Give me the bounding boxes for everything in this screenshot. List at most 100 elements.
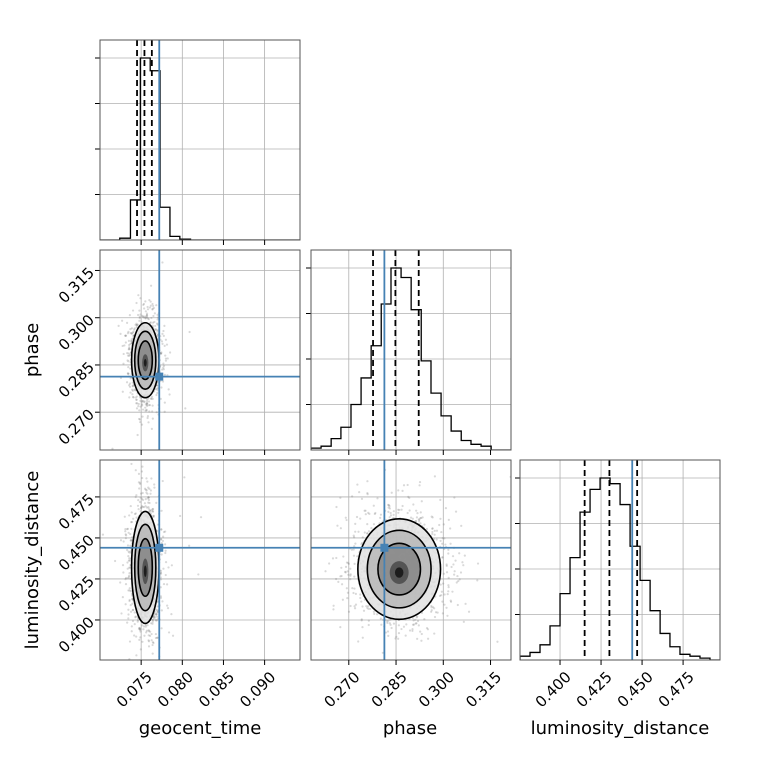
sample-point [138, 418, 142, 421]
sample-point [188, 330, 191, 334]
sample-point [363, 509, 366, 512]
sample-point [155, 411, 158, 414]
sample-point [426, 637, 430, 640]
sample-point [464, 602, 467, 605]
sample-point [128, 343, 131, 347]
sample-point [142, 628, 145, 631]
sample-point [137, 481, 140, 484]
sample-point [360, 542, 363, 546]
sample-point [160, 528, 163, 531]
sample-point [159, 569, 163, 572]
sample-point [433, 475, 437, 478]
sample-point [156, 333, 159, 337]
sample-point [150, 397, 153, 400]
sample-point [151, 620, 154, 623]
sample-point [138, 638, 141, 641]
sample-point [170, 612, 173, 616]
sample-point [134, 512, 137, 515]
sample-point [442, 523, 445, 526]
sample-point [149, 489, 153, 492]
sample-point [345, 561, 349, 564]
sample-point [331, 557, 335, 560]
sample-point [271, 574, 273, 576]
sample-point [453, 573, 456, 576]
sample-point [439, 517, 442, 520]
sample-point [135, 494, 138, 497]
x-axis-label-phase: phase [383, 718, 437, 739]
sample-point [145, 314, 149, 317]
sample-point [144, 497, 147, 501]
sample-point [135, 398, 138, 401]
sample-point [462, 564, 465, 567]
sample-point [353, 536, 356, 539]
sample-point [151, 307, 154, 310]
sample-point [156, 609, 159, 612]
sample-point [135, 323, 138, 327]
sample-point [416, 637, 419, 640]
sample-point [354, 522, 357, 526]
sample-point [161, 380, 165, 383]
sample-point [142, 505, 146, 509]
sample-point [141, 498, 145, 502]
sample-point [419, 522, 422, 525]
sample-point [139, 636, 142, 639]
sample-point [131, 385, 135, 388]
sample-point [127, 554, 130, 558]
sample-point [456, 574, 459, 578]
sample-point [184, 407, 187, 410]
sample-point [297, 435, 299, 437]
sample-point [353, 605, 356, 608]
sample-point [155, 612, 158, 616]
sample-point [397, 511, 400, 514]
sample-point [124, 334, 127, 337]
sample-point [412, 623, 416, 626]
sample-point [171, 634, 175, 637]
sample-point [159, 586, 162, 589]
sample-point [124, 530, 127, 533]
sample-point [147, 404, 151, 407]
sample-point [397, 624, 400, 627]
sample-point [359, 593, 362, 596]
sample-point [146, 402, 149, 406]
sample-point [125, 321, 129, 324]
sample-point [156, 615, 159, 618]
sample-point [151, 507, 155, 511]
sample-point [154, 324, 157, 328]
sample-point [372, 523, 376, 526]
sample-point [152, 616, 155, 619]
sample-point [538, 589, 540, 591]
sample-point [145, 489, 148, 492]
x-tick-label-geocent-time-2: 0.085 [195, 668, 238, 711]
sample-point [339, 626, 342, 629]
sample-point [126, 567, 129, 570]
sample-point [131, 597, 134, 601]
x-tick-label-luminosity-distance-1: 0.425 [573, 668, 616, 711]
sample-point [374, 511, 377, 515]
sample-point [141, 415, 144, 418]
sample-point [141, 491, 144, 495]
contour-line-2 [137, 340, 154, 381]
sample-point [361, 626, 364, 629]
sample-point [442, 572, 445, 575]
sample-point [137, 405, 140, 408]
sample-point [146, 497, 149, 500]
sample-point [126, 372, 129, 375]
sample-point [353, 545, 356, 548]
sample-point [160, 340, 164, 343]
panel-frame [99, 39, 301, 241]
sample-point [122, 362, 125, 365]
sample-point [148, 306, 152, 309]
sample-point [161, 332, 164, 335]
sample-point [146, 624, 149, 627]
sample-point [138, 309, 141, 312]
sample-point [127, 576, 130, 579]
sample-point [415, 519, 418, 523]
sample-point [145, 631, 148, 634]
sample-point [131, 395, 135, 399]
sample-point [453, 496, 456, 499]
density-level-4 [394, 567, 404, 578]
sample-point [517, 690, 519, 692]
sample-point [332, 608, 335, 611]
sample-point [154, 636, 158, 640]
sample-point [447, 552, 450, 555]
